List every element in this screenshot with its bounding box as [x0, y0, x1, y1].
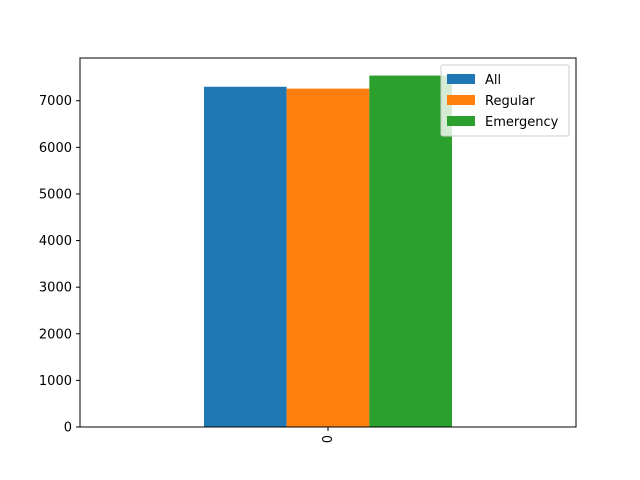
legend-label-emergency: Emergency: [485, 115, 559, 130]
x-axis: 0: [321, 427, 336, 443]
x-tick-label: 0: [321, 435, 336, 443]
y-tick-label: 6000: [39, 141, 72, 156]
bar-all-0: [204, 86, 287, 428]
y-tick-label: 0: [64, 421, 72, 436]
bar-emergency-0: [369, 75, 452, 428]
legend-swatch-all: [447, 74, 475, 84]
y-tick-label: 7000: [39, 94, 72, 109]
y-tick-label: 5000: [39, 187, 72, 202]
legend-swatch-emergency: [447, 116, 475, 126]
y-tick-label: 3000: [39, 281, 72, 296]
legend: All Regular Emergency: [440, 64, 570, 137]
bars-group: [204, 75, 452, 428]
legend-swatch-regular: [447, 95, 475, 105]
legend-label-all: All: [485, 73, 501, 88]
y-tick-label: 4000: [39, 234, 72, 249]
y-axis: 0 1000 2000 3000 4000 5000 6000 7000: [39, 94, 80, 436]
y-tick-label: 2000: [39, 327, 72, 342]
plot-frame: [79, 57, 577, 428]
bar-regular-0: [286, 88, 370, 427]
y-tick-label: 1000: [39, 374, 72, 389]
legend-label-regular: Regular: [485, 94, 536, 109]
